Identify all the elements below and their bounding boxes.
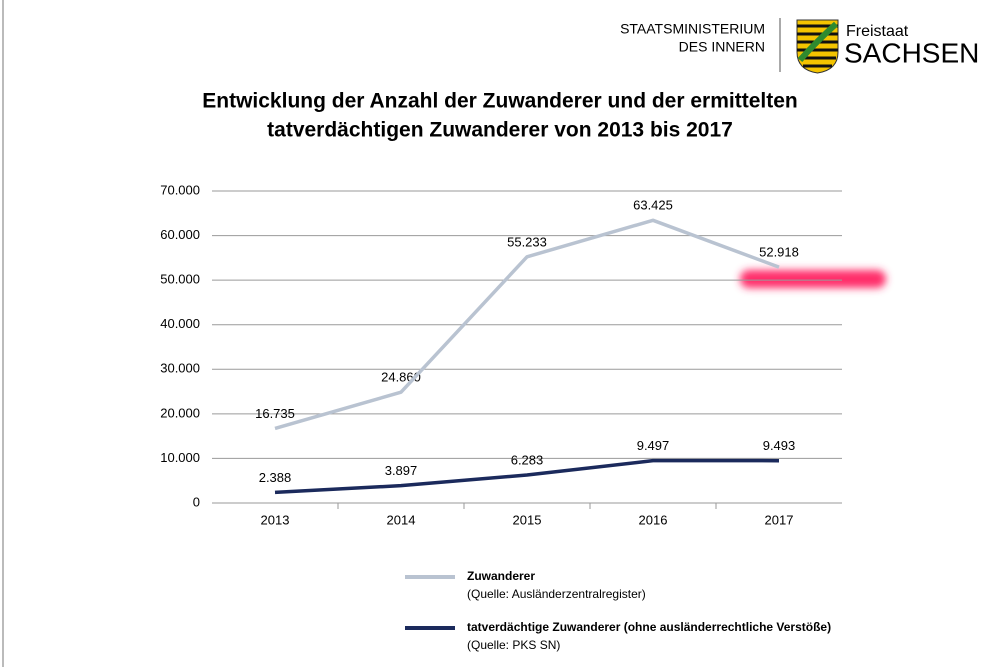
state-large: SACHSEN [844,37,979,68]
y-tick-label: 20.000 [160,405,200,420]
ministry-line: STAATSMINISTERIUM [620,21,765,37]
y-tick-label: 60.000 [160,227,200,242]
x-tick-label: 2015 [513,512,542,527]
y-tick-label: 30.000 [160,361,200,376]
x-tick-label: 2017 [765,512,794,527]
value-label: 9.493 [763,438,796,453]
value-label: 3.897 [385,463,418,478]
y-tick-label: 10.000 [160,450,200,465]
y-tick-label: 70.000 [160,182,200,197]
state-small: Freistaat [846,23,909,40]
value-label: 16.735 [255,406,295,421]
value-label: 9.497 [637,438,670,453]
y-tick-label: 0 [193,494,200,509]
series-line [274,218,780,431]
y-tick-label: 50.000 [160,272,200,287]
chart-title: Entwicklung der Anzahl der Zuwanderer un… [202,90,797,113]
coat-of-arms [796,19,839,74]
value-label: 6.283 [511,452,544,467]
x-tick-label: 2013 [261,512,290,527]
value-label: 63.425 [633,198,673,213]
legend-label: Zuwanderer [467,569,535,583]
redaction [740,270,886,288]
x-tick-label: 2016 [639,512,668,527]
x-tick-label: 2014 [387,512,416,527]
value-label: 2.388 [259,470,292,485]
chart-title: tatverdächtigen Zuwanderer von 2013 bis … [267,119,733,142]
ministry-line: DES INNERN [679,39,765,55]
y-tick-label: 40.000 [160,316,200,331]
legend-source: (Quelle: PKS SN) [467,638,560,652]
legend-label: tatverdächtige Zuwanderer (ohne auslände… [467,620,831,634]
series-line [274,458,780,495]
legend-source: (Quelle: Ausländerzentralregister) [467,587,646,601]
value-label: 52.918 [759,245,799,260]
value-label: 55.233 [507,234,547,249]
